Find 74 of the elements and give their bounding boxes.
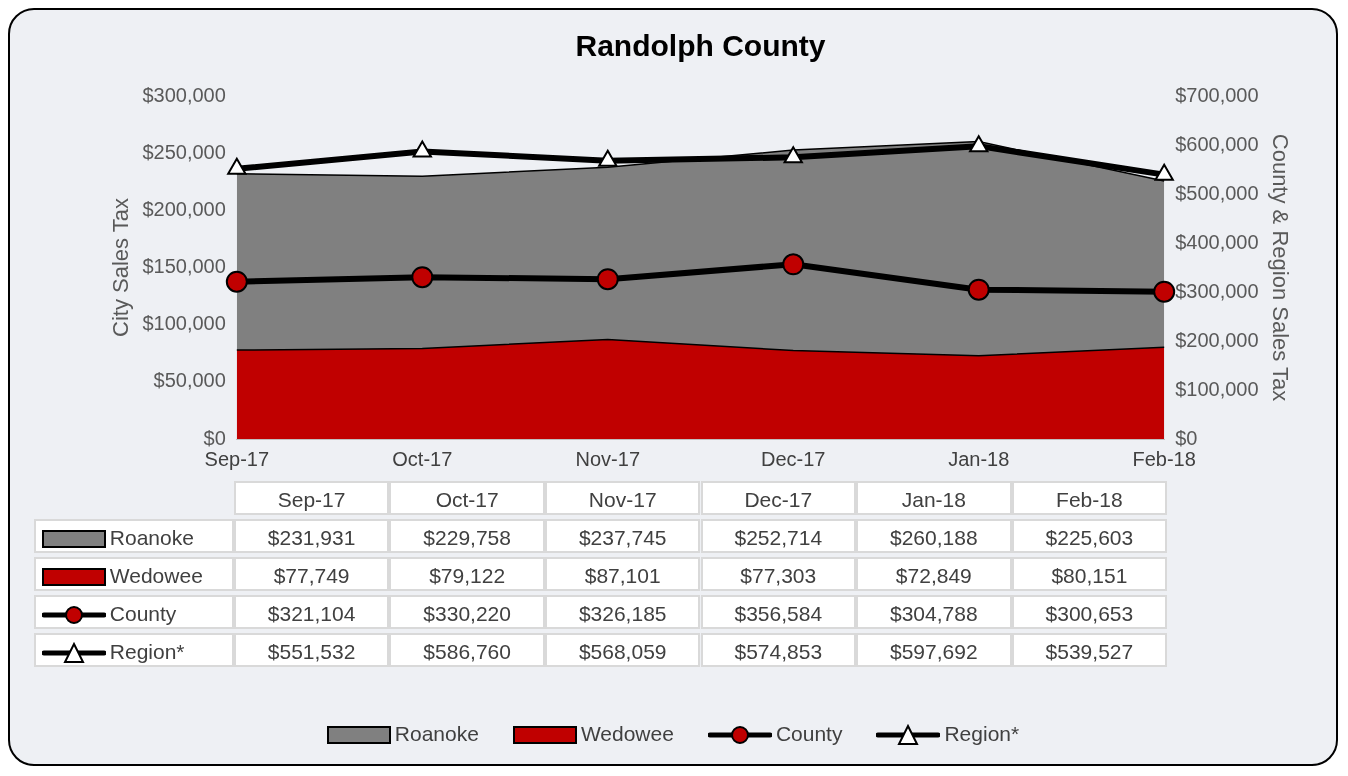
category-label: Oct-17: [435, 488, 499, 511]
y-tick-label: $250,000: [142, 140, 226, 163]
data-label: $586,760: [389, 633, 545, 667]
legend-label: Region*: [109, 640, 185, 663]
legend-label: Roanoke: [109, 526, 194, 549]
legend-label: County: [109, 602, 177, 625]
data-label: $79,122: [389, 557, 545, 591]
data-label: $597,692: [856, 633, 1012, 667]
x-tick-label: Jan-18: [948, 447, 1010, 470]
category-label: Sep-17: [277, 488, 346, 511]
data-label: $539,527: [1011, 633, 1168, 667]
point: [1153, 280, 1176, 303]
y2-tick-label: $500,000: [1175, 181, 1259, 204]
data-label: $72,849: [856, 557, 1012, 591]
point: [967, 278, 990, 301]
data-label: $260,188: [856, 519, 1012, 553]
point: [596, 268, 619, 291]
point: [411, 266, 434, 289]
text: Wedowee: [580, 722, 674, 745]
point: [225, 270, 248, 293]
category-label: Nov-17: [588, 488, 657, 511]
data-label: $330,220: [389, 595, 545, 629]
category-label: Dec-17: [744, 488, 813, 511]
x-tick-label: Feb-18: [1132, 447, 1196, 470]
point: [1154, 163, 1174, 181]
data-label: $304,788: [856, 595, 1012, 629]
data-label: $229,758: [389, 519, 545, 553]
text: Region*: [944, 722, 1020, 745]
data-label: $574,853: [700, 633, 857, 667]
x-tick-label: Dec-17: [760, 447, 826, 470]
data-label: $551,532: [233, 633, 390, 667]
y-axis-title: City Sales Tax: [108, 198, 134, 337]
x-tick-label: Oct-17: [392, 447, 453, 470]
data-label: $237,745: [544, 519, 701, 553]
y2-tick-label: $600,000: [1175, 132, 1259, 155]
x-tick-label: Sep-17: [204, 447, 270, 470]
y-tick-label: $50,000: [153, 369, 226, 392]
data-label: $300,653: [1011, 595, 1168, 629]
text: County: [775, 722, 843, 745]
data-label: $321,104: [233, 595, 390, 629]
chart-title: Randolph County: [575, 29, 826, 63]
y2-axis-title: County & Region Sales Tax: [1267, 133, 1293, 402]
data-label: $80,151: [1011, 557, 1168, 591]
y-tick-label: $200,000: [142, 197, 226, 220]
data-label: $231,931: [233, 519, 390, 553]
legend-label: Wedowee: [109, 564, 203, 587]
category-label: Feb-18: [1056, 488, 1123, 511]
point: [969, 135, 989, 153]
y2-tick-label: $700,000: [1175, 83, 1259, 106]
y-tick-label: $0: [203, 426, 226, 449]
point: [227, 157, 247, 175]
y2-tick-label: $100,000: [1175, 377, 1259, 400]
data-label: $77,749: [233, 557, 390, 591]
y2-tick-label: $0: [1175, 426, 1198, 449]
data-label: $356,584: [700, 595, 857, 629]
text: Roanoke: [394, 722, 479, 745]
data-label: $87,101: [544, 557, 701, 591]
y2-tick-label: $300,000: [1175, 279, 1259, 302]
category-label: Jan-18: [901, 488, 966, 511]
y-tick-label: $300,000: [142, 83, 226, 106]
y2-tick-label: $200,000: [1175, 328, 1259, 351]
data-label: $326,185: [544, 595, 701, 629]
data-label: $568,059: [544, 633, 701, 667]
y-tick-label: $150,000: [142, 255, 226, 278]
data-label: $252,714: [700, 519, 857, 553]
point: [598, 149, 618, 167]
y-tick-label: $100,000: [142, 312, 226, 335]
y2-tick-label: $400,000: [1175, 230, 1259, 253]
point: [783, 146, 803, 164]
point: [782, 253, 805, 276]
data-label: $225,603: [1011, 519, 1168, 553]
point: [412, 140, 432, 158]
data-label: $77,303: [700, 557, 857, 591]
x-tick-label: Nov-17: [575, 447, 641, 470]
